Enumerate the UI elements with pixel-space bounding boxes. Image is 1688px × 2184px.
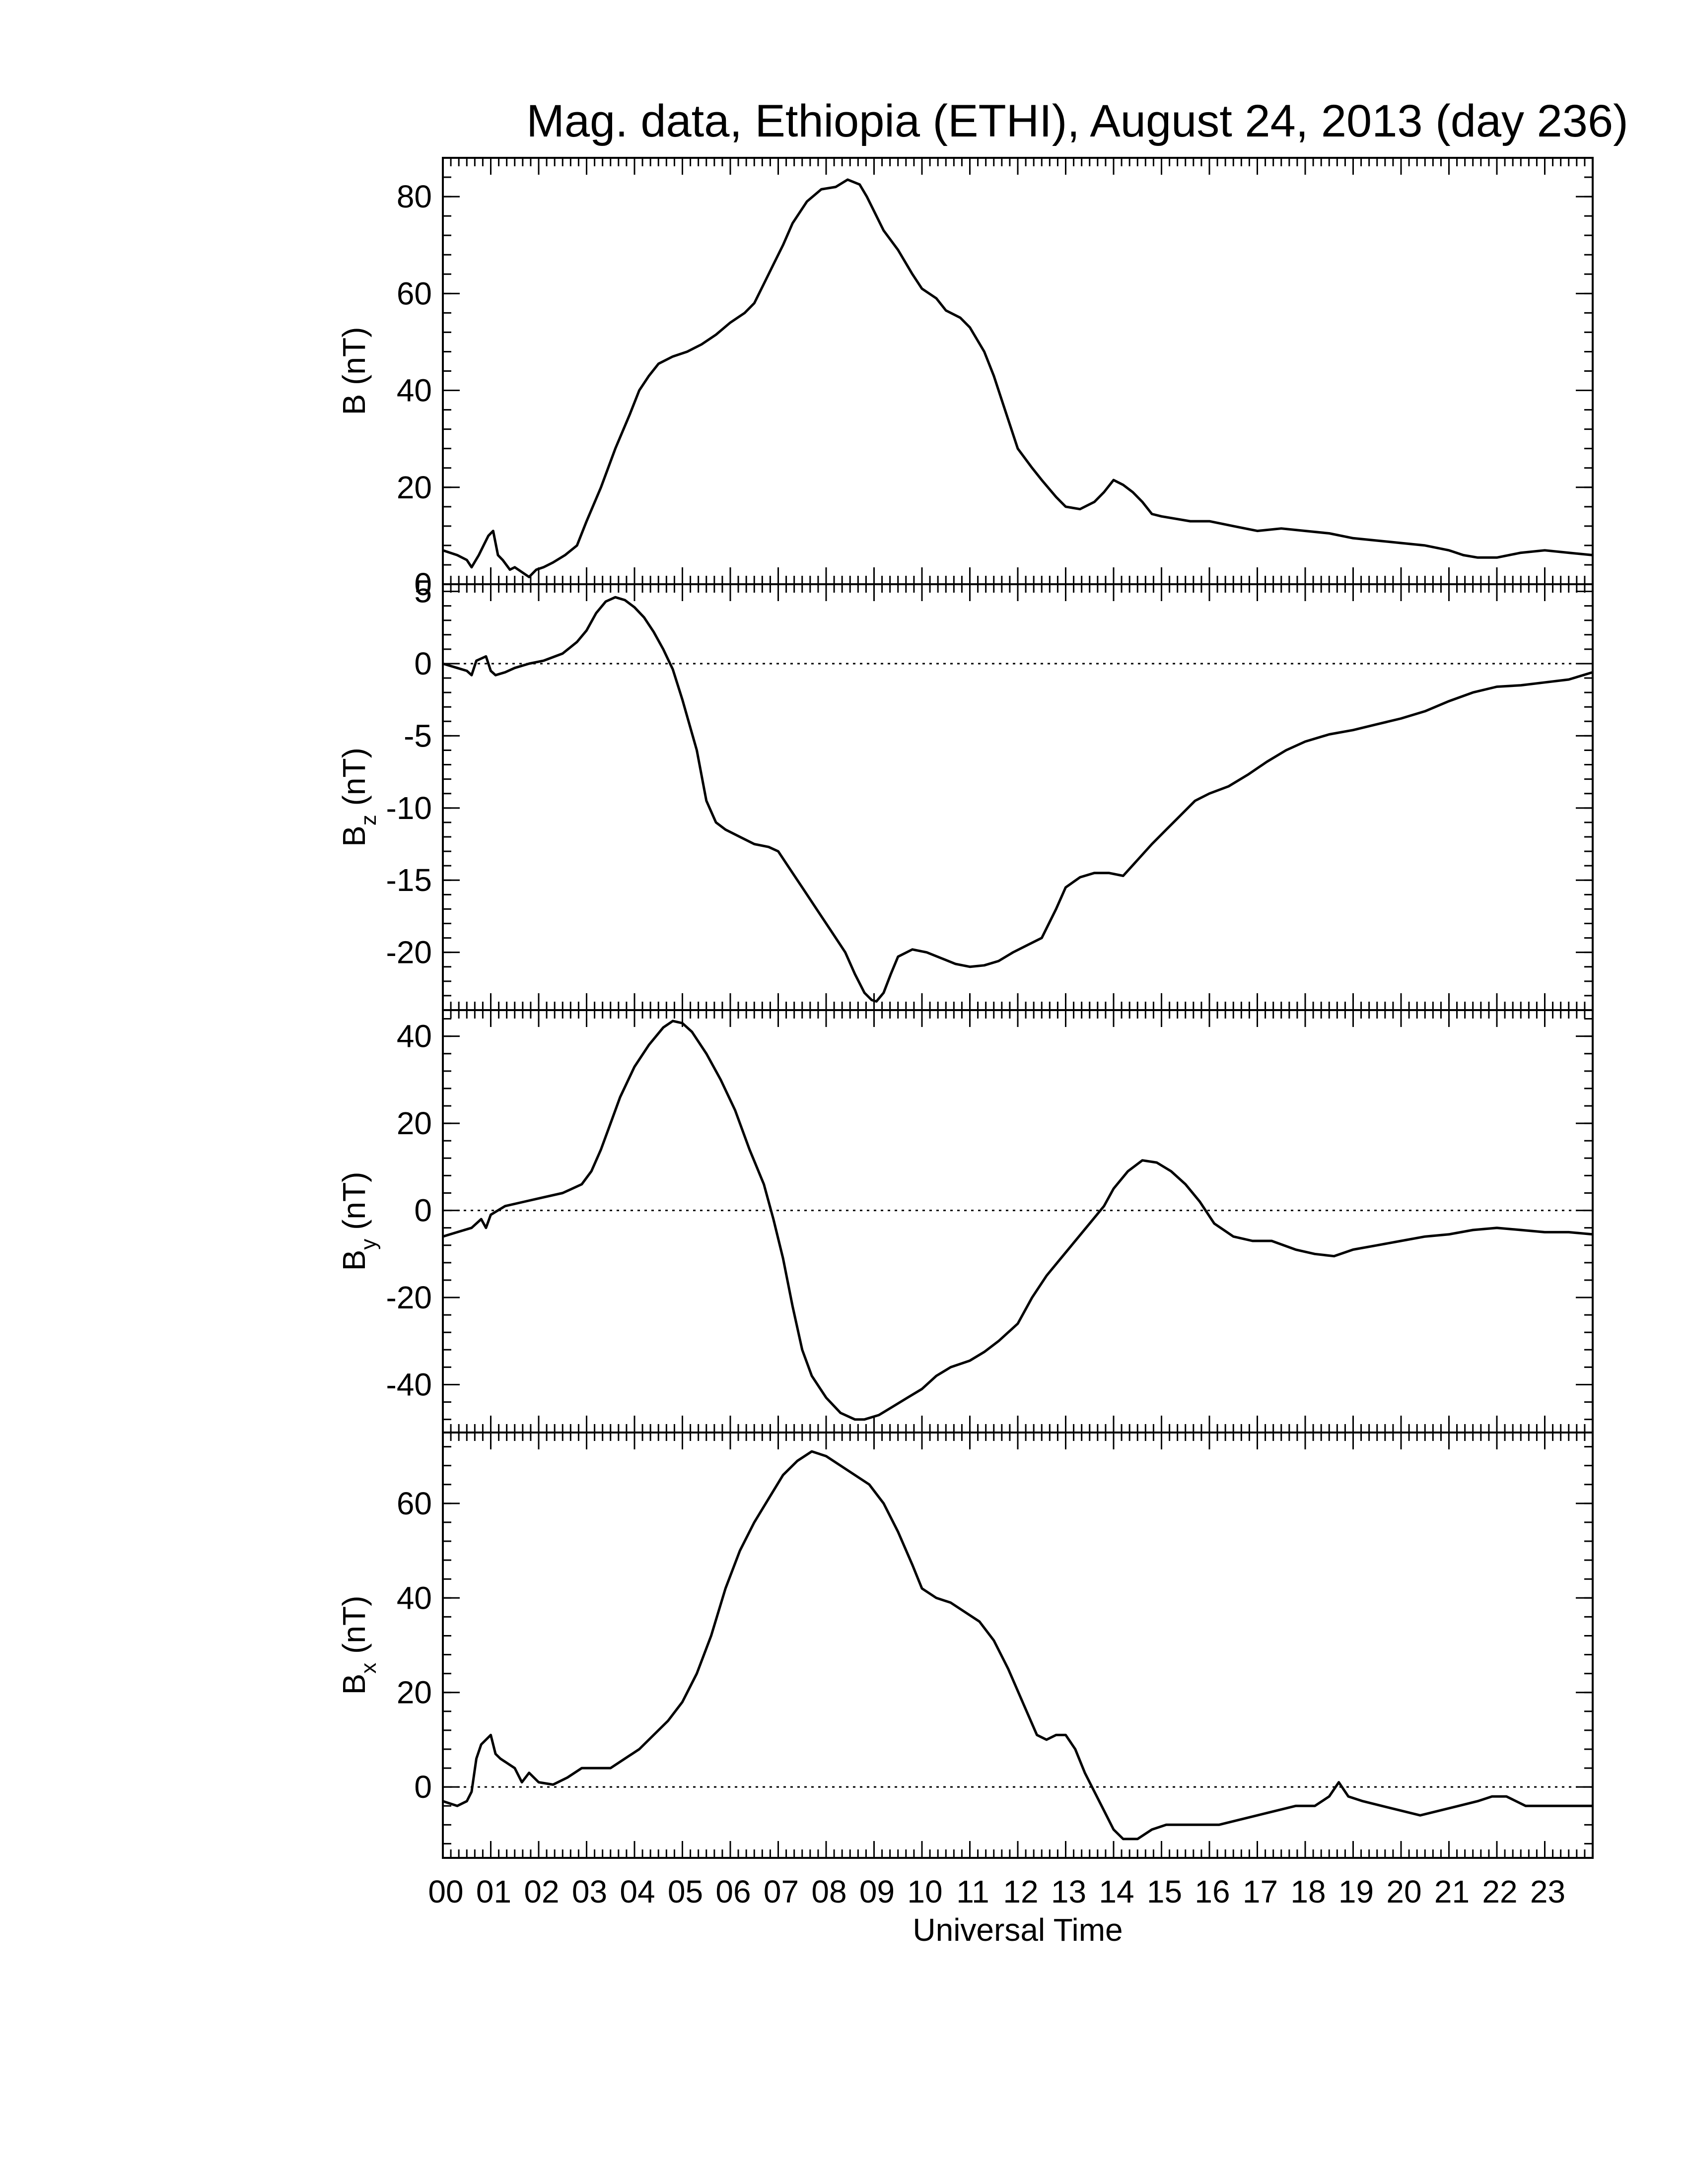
x-tick-label: 16 xyxy=(1195,1874,1230,1910)
y-tick-label: 80 xyxy=(397,179,432,214)
panel-frame xyxy=(442,1432,1594,1859)
y-tick-label: 20 xyxy=(397,1675,432,1710)
y-tick-label: 5 xyxy=(414,574,432,610)
panel-4: 0 20 40 60 Bx (nT) xyxy=(336,1432,1594,1859)
y-tick-label: 0 xyxy=(414,566,432,602)
y-tick-label: -15 xyxy=(386,862,432,898)
y-tick-label: 20 xyxy=(397,470,432,505)
y-axis-label: Bz (nT) xyxy=(336,748,381,847)
x-tick-label: 12 xyxy=(1003,1874,1038,1910)
y-tick-label: 20 xyxy=(397,1105,432,1141)
x-tick-label: 04 xyxy=(620,1874,655,1910)
y-tick-label: 0 xyxy=(414,1193,432,1228)
x-tick-label: 06 xyxy=(715,1874,751,1910)
panel-frame xyxy=(442,583,1594,1011)
x-tick-label: 10 xyxy=(907,1874,942,1910)
x-tick-label: 07 xyxy=(764,1874,799,1910)
y-tick-label: -10 xyxy=(386,790,432,826)
panel-frame xyxy=(442,157,1594,585)
chart-title: Mag. data, Ethiopia (ETHI), August 24, 2… xyxy=(526,96,1628,146)
x-tick-label: 03 xyxy=(572,1874,607,1910)
series-line xyxy=(442,1450,1593,1841)
x-tick-label: 15 xyxy=(1147,1874,1182,1910)
y-axis-label: By (nT) xyxy=(336,1172,381,1271)
y-tick-label: 60 xyxy=(397,1486,432,1521)
y-tick-label: -5 xyxy=(404,718,432,753)
y-axis-label: Bx (nT) xyxy=(336,1596,381,1695)
x-tick-label: 22 xyxy=(1482,1874,1517,1910)
x-tick-label: 21 xyxy=(1434,1874,1470,1910)
panel-3: -40 -20 0 20 40 By (nT) xyxy=(336,1009,1594,1433)
y-tick-label: 0 xyxy=(414,646,432,682)
x-tick-label: 18 xyxy=(1290,1874,1326,1910)
panel-1: 0 20 40 60 80 B (nT) xyxy=(336,157,1594,602)
x-tick-label: 17 xyxy=(1243,1874,1278,1910)
x-tick-label: 19 xyxy=(1338,1874,1374,1910)
x-tick-label: 00 xyxy=(428,1874,463,1910)
y-tick-label: -20 xyxy=(386,1280,432,1315)
panel-2: -20 -15 -10 -5 0 5 Bz (nT) xyxy=(336,574,1594,1011)
y-tick-label: 60 xyxy=(397,275,432,311)
x-tick-label: 08 xyxy=(811,1874,846,1910)
x-tick-label: 11 xyxy=(956,1874,989,1910)
x-tick-label: 01 xyxy=(476,1874,511,1910)
panel-frame xyxy=(442,1009,1594,1433)
y-tick-label: 40 xyxy=(397,1580,432,1616)
y-tick-label: 0 xyxy=(414,1769,432,1805)
x-tick-label: 05 xyxy=(668,1874,703,1910)
y-tick-label: 40 xyxy=(397,373,432,409)
x-tick-label: 14 xyxy=(1099,1874,1134,1910)
x-tick-label: 20 xyxy=(1386,1874,1421,1910)
y-axis-label: B (nT) xyxy=(336,327,372,415)
y-tick-label: -40 xyxy=(386,1366,432,1402)
x-tick-label: 02 xyxy=(524,1874,559,1910)
series-line xyxy=(442,1020,1593,1421)
x-axis-label: Universal Time xyxy=(913,1912,1123,1948)
x-tick-label: 23 xyxy=(1530,1874,1565,1910)
x-tick-label: 09 xyxy=(859,1874,895,1910)
series-line xyxy=(442,178,1593,578)
y-tick-label: 40 xyxy=(397,1019,432,1054)
y-tick-label: -20 xyxy=(386,935,432,970)
x-tick-label: 13 xyxy=(1051,1874,1086,1910)
series-line xyxy=(442,596,1593,1003)
